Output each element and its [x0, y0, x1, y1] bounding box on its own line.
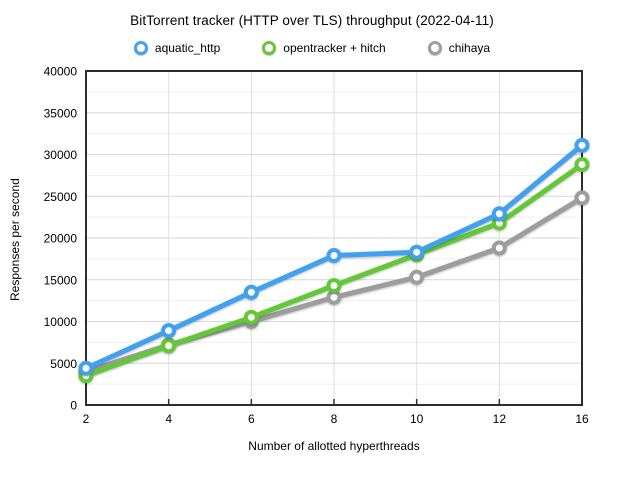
data-point-icon [409, 269, 425, 285]
legend-item-opentracker-hitch: opentracker + hitch [262, 41, 386, 55]
y-axis-title: Responses per second [8, 178, 22, 301]
y-tick-label: 35000 [44, 106, 78, 120]
data-point-icon [409, 244, 425, 260]
y-tick-label: 0 [70, 399, 77, 413]
y-tick-label: 5000 [50, 357, 77, 371]
data-point-icon [78, 360, 94, 376]
data-point-icon [161, 338, 177, 354]
x-tick-label: 4 [165, 412, 172, 426]
x-tick-label: 6 [248, 412, 255, 426]
y-tick-label: 10000 [44, 315, 78, 329]
ring-icon [427, 41, 442, 55]
data-point-icon [574, 137, 590, 153]
data-point-icon [491, 240, 507, 256]
x-tick-label: 10 [410, 412, 424, 426]
ring-icon [262, 41, 277, 55]
data-point-icon [574, 157, 590, 173]
x-tick-label: 12 [493, 412, 507, 426]
data-point-icon [243, 309, 259, 325]
y-tick-label: 40000 [44, 65, 78, 79]
data-point-icon [161, 323, 177, 339]
x-tick-label: 8 [331, 412, 338, 426]
x-axis-title: Number of allotted hyperthreads [248, 439, 420, 453]
data-point-icon [574, 190, 590, 206]
y-tick-label: 20000 [44, 232, 78, 246]
y-tick-label: 15000 [44, 273, 78, 287]
x-tick-label: 16 [575, 412, 589, 426]
x-tick-label: 2 [83, 412, 90, 426]
ring-icon [133, 41, 148, 55]
series-aquatic-http [78, 137, 590, 376]
series-opentracker-hitch [78, 157, 590, 384]
legend-item-chihaya: chihaya [427, 41, 491, 55]
chart-legend: aquatic_http opentracker + hitch chihaya [0, 41, 624, 55]
legend-item-aquatic-http: aquatic_http [133, 41, 221, 55]
legend-label: chihaya [448, 41, 491, 55]
data-point-icon [326, 248, 342, 264]
legend-label: opentracker + hitch [283, 41, 386, 55]
y-tick-label: 25000 [44, 190, 78, 204]
y-tick-label: 30000 [44, 148, 78, 162]
data-point-icon [491, 206, 507, 222]
data-point-icon [243, 284, 259, 300]
data-point-icon [326, 289, 342, 305]
legend-label: aquatic_http [154, 41, 221, 55]
chart-title: BitTorrent tracker (HTTP over TLS) throu… [130, 13, 494, 28]
data-point-icon [326, 278, 342, 294]
